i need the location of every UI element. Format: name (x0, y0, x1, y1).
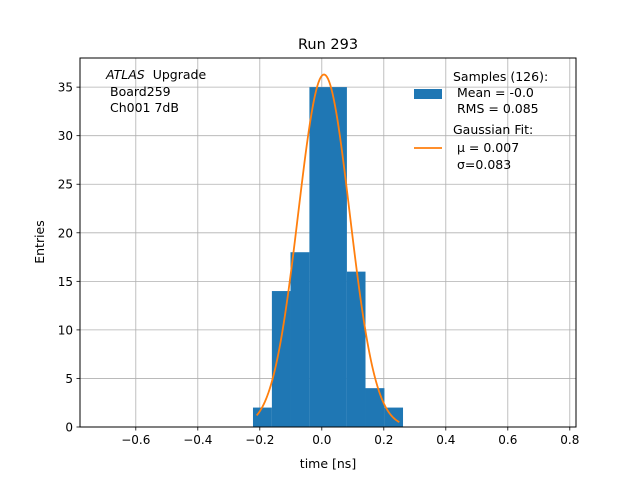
histogram-bar (346, 271, 366, 427)
y-tick-label: 15 (58, 275, 73, 289)
y-tick-label: 10 (58, 323, 73, 337)
legend-hist-swatch (414, 89, 442, 99)
y-axis-label: Entries (32, 220, 47, 264)
legend-fit-title: Gaussian Fit: (453, 122, 533, 137)
histogram-bar (365, 388, 385, 427)
x-axis: −0.6 −0.4 −0.2 0.0 0.2 0.4 0.6 0.8 (121, 427, 579, 447)
histogram-bars (252, 87, 404, 427)
svg-text:ATLAS Upgrade: ATLAS Upgrade (105, 67, 206, 82)
x-tick-label: 0.0 (312, 433, 331, 447)
upgrade-label: Upgrade (153, 67, 207, 82)
x-tick-label: 0.2 (374, 433, 393, 447)
histogram-bar (328, 87, 347, 427)
x-tick-label: −0.4 (183, 433, 212, 447)
histogram-bar (271, 291, 291, 427)
x-tick-label: 0.6 (498, 433, 517, 447)
channel-label: Ch001 7dB (110, 100, 179, 115)
x-axis-label: time [ns] (300, 456, 356, 471)
legend: Samples (126): Mean = -0.0 RMS = 0.085 G… (414, 69, 548, 172)
y-tick-label: 30 (58, 129, 73, 143)
legend-hist-title: Samples (126): (453, 69, 548, 84)
plot-frame (79, 57, 577, 428)
legend-fit-mu: μ = 0.007 (457, 140, 519, 155)
x-tick-label: −0.2 (245, 433, 274, 447)
atlas-annotation: ATLAS Upgrade Board259 Ch001 7dB (105, 67, 206, 115)
x-tick-label: 0.4 (436, 433, 455, 447)
legend-hist-rms: RMS = 0.085 (457, 101, 539, 116)
atlas-label: ATLAS (105, 67, 145, 82)
legend-hist-mean: Mean = -0.0 (457, 85, 534, 100)
y-axis: 0 5 10 15 20 25 30 35 (58, 81, 80, 435)
gaussian-fit-curve (256, 73, 400, 423)
y-tick-label: 35 (58, 81, 73, 95)
y-tick-label: 20 (58, 226, 73, 240)
board-label: Board259 (110, 84, 171, 99)
x-tick-label: −0.6 (121, 433, 150, 447)
histogram-bar (309, 87, 328, 427)
y-tick-label: 5 (65, 372, 73, 386)
y-tick-label: 25 (58, 178, 73, 192)
histogram-bar (252, 407, 272, 427)
x-tick-label: 0.8 (560, 433, 579, 447)
chart-title: Run 293 (298, 37, 358, 53)
histogram-bar (290, 252, 310, 427)
legend-fit-sigma: σ=0.083 (457, 157, 511, 172)
y-tick-label: 0 (65, 421, 73, 435)
